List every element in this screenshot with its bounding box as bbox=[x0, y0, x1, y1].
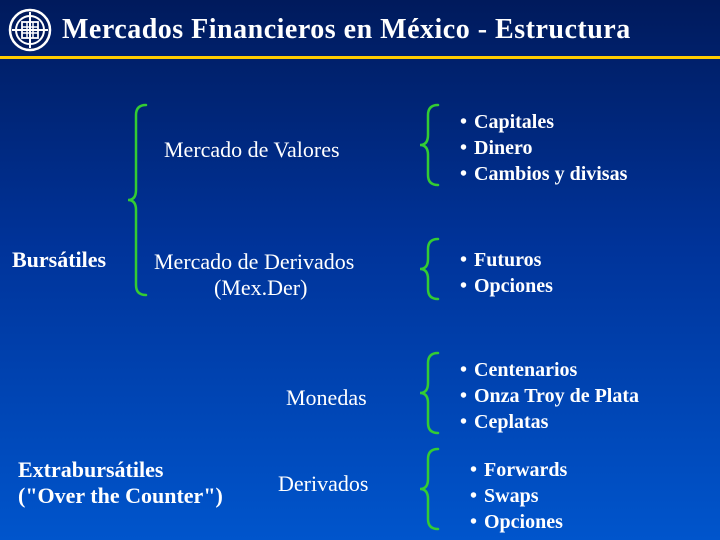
bullet-dot-icon: • bbox=[470, 457, 484, 483]
bullet-item: •Forwards bbox=[470, 457, 567, 483]
bullet-item: •Onza Troy de Plata bbox=[460, 383, 639, 409]
bullet-dot-icon: • bbox=[460, 135, 474, 161]
bullet-item: •Ceplatas bbox=[460, 409, 639, 435]
brace-icon bbox=[420, 239, 440, 299]
bullet-dot-icon: • bbox=[470, 509, 484, 535]
bullet-label: Cambios y divisas bbox=[474, 161, 627, 187]
node-mercado_valores: Mercado de Valores bbox=[164, 137, 340, 163]
bullet-item: •Futuros bbox=[460, 247, 553, 273]
bullet-dot-icon: • bbox=[460, 273, 474, 299]
bullet-item: •Cambios y divisas bbox=[460, 161, 627, 187]
bullet-dot-icon: • bbox=[460, 247, 474, 273]
diagram-canvas: Bursátiles Mercado de Valores Mercado de D… bbox=[0, 59, 720, 539]
bullet-item: •Dinero bbox=[460, 135, 627, 161]
bullet-label: Capitales bbox=[474, 109, 554, 135]
bullet-item: •Opciones bbox=[470, 509, 567, 535]
brace-icon bbox=[420, 449, 440, 529]
page-title: Mercados Financieros en México - Estruct… bbox=[62, 14, 631, 46]
node-bursatiles: Bursátiles bbox=[12, 247, 106, 273]
bullet-item: •Opciones bbox=[460, 273, 553, 299]
node-monedas: Monedas bbox=[286, 385, 367, 411]
bullet-dot-icon: • bbox=[470, 483, 484, 509]
node-mercado_derivados_l2: (Mex.Der) bbox=[214, 275, 307, 301]
brace-icon bbox=[420, 105, 440, 185]
brace-icon bbox=[128, 105, 148, 295]
bullet-label: Opciones bbox=[474, 273, 553, 299]
bullet-dot-icon: • bbox=[460, 409, 474, 435]
bullet-label: Swaps bbox=[484, 483, 538, 509]
bullet-label: Ceplatas bbox=[474, 409, 548, 435]
node-extrabursatiles_l2: ("Over the Counter") bbox=[18, 483, 223, 509]
bullet-dot-icon: • bbox=[460, 383, 474, 409]
node-derivados: Derivados bbox=[278, 471, 368, 497]
bullets-derivados_otc: •Forwards•Swaps•Opciones bbox=[470, 457, 567, 535]
bullet-dot-icon: • bbox=[460, 357, 474, 383]
node-mercado_derivados_l1: Mercado de Derivados bbox=[154, 249, 354, 275]
bullet-item: •Centenarios bbox=[460, 357, 639, 383]
bullet-label: Dinero bbox=[474, 135, 533, 161]
bullets-monedas: •Centenarios•Onza Troy de Plata•Ceplatas bbox=[460, 357, 639, 435]
bullet-label: Opciones bbox=[484, 509, 563, 535]
bullet-dot-icon: • bbox=[460, 109, 474, 135]
node-extrabursatiles_l1: Extrabursátiles bbox=[18, 457, 163, 483]
bullet-label: Centenarios bbox=[474, 357, 577, 383]
bullet-label: Onza Troy de Plata bbox=[474, 383, 639, 409]
bullets-derivados_bursatil: •Futuros•Opciones bbox=[460, 247, 553, 299]
bullet-label: Futuros bbox=[474, 247, 541, 273]
bullet-item: •Swaps bbox=[470, 483, 567, 509]
bullet-item: •Capitales bbox=[460, 109, 627, 135]
logo-icon bbox=[8, 8, 52, 52]
bullet-label: Forwards bbox=[484, 457, 567, 483]
bullets-valores: •Capitales•Dinero•Cambios y divisas bbox=[460, 109, 627, 187]
bullet-dot-icon: • bbox=[460, 161, 474, 187]
brace-icon bbox=[420, 353, 440, 433]
